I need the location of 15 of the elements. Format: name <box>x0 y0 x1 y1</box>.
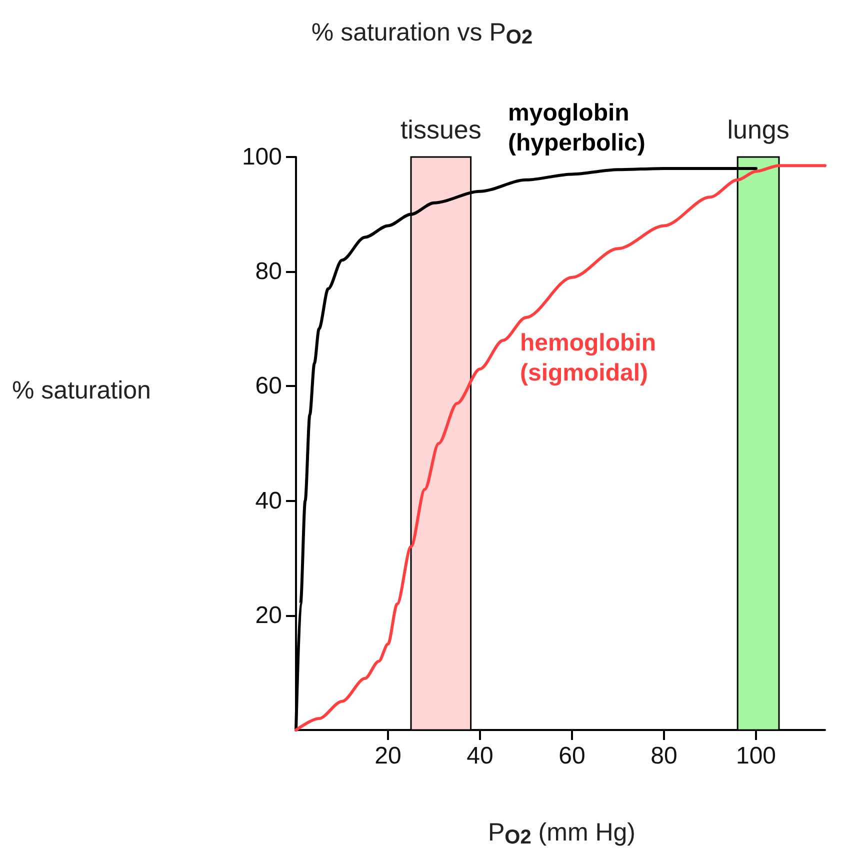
y-tick-label: 40 <box>255 487 282 514</box>
x-tick-label: 40 <box>466 742 494 770</box>
x-tick-label: 80 <box>650 742 678 770</box>
x-tick-label: 100 <box>736 742 776 770</box>
series-label: hemoglobin (sigmoidal) <box>520 330 656 386</box>
y-tick-label: 20 <box>255 602 282 629</box>
y-tick-label: 80 <box>255 258 282 286</box>
band-label: tissues <box>400 114 482 144</box>
y-tick-label: 60 <box>255 372 282 400</box>
series-label: myoglobin (hyperbolic) <box>508 100 646 156</box>
x-tick-label: 20 <box>374 742 402 770</box>
y-axis-title: % saturation <box>12 376 151 404</box>
band-label: lungs <box>727 114 790 144</box>
x-tick-label: 60 <box>558 742 586 770</box>
y-tick-label: 100 <box>242 144 282 170</box>
